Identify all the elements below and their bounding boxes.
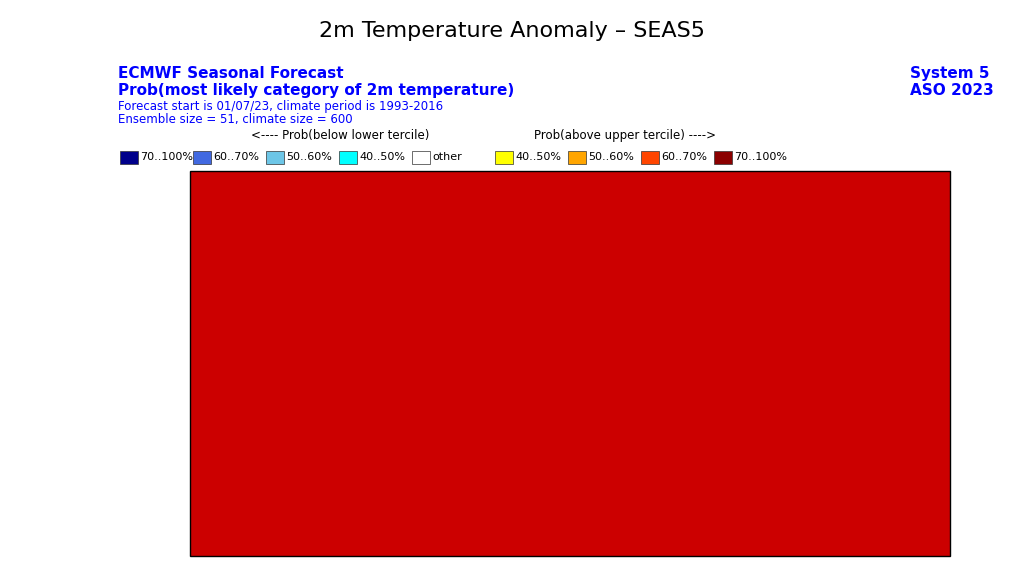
Text: 60..70%: 60..70% bbox=[213, 153, 259, 162]
Text: Prob(most likely category of 2m temperature): Prob(most likely category of 2m temperat… bbox=[118, 83, 514, 98]
Text: 40..50%: 40..50% bbox=[359, 153, 406, 162]
Bar bbox=[120, 151, 138, 164]
Text: ECMWF Seasonal Forecast: ECMWF Seasonal Forecast bbox=[118, 66, 344, 81]
Bar bbox=[190, 171, 950, 556]
Text: Forecast start is 01/07/23, climate period is 1993-2016: Forecast start is 01/07/23, climate peri… bbox=[118, 100, 443, 113]
Text: 70..100%: 70..100% bbox=[734, 153, 787, 162]
Text: 70..100%: 70..100% bbox=[140, 153, 193, 162]
Text: other: other bbox=[432, 153, 462, 162]
Text: Prob(above upper tercile) ---->: Prob(above upper tercile) ----> bbox=[534, 129, 716, 142]
Bar bbox=[714, 151, 732, 164]
Text: Ensemble size = 51, climate size = 600: Ensemble size = 51, climate size = 600 bbox=[118, 113, 352, 126]
Bar bbox=[339, 151, 357, 164]
Text: ASO 2023: ASO 2023 bbox=[910, 83, 993, 98]
Text: <---- Prob(below lower tercile): <---- Prob(below lower tercile) bbox=[251, 129, 429, 142]
Text: 60..70%: 60..70% bbox=[662, 153, 707, 162]
Text: 50..60%: 50..60% bbox=[588, 153, 634, 162]
Bar bbox=[641, 151, 659, 164]
Bar bbox=[412, 151, 430, 164]
Bar bbox=[568, 151, 586, 164]
Bar bbox=[193, 151, 211, 164]
Bar bbox=[266, 151, 284, 164]
Bar bbox=[495, 151, 513, 164]
Text: 50..60%: 50..60% bbox=[286, 153, 332, 162]
Text: System 5: System 5 bbox=[910, 66, 989, 81]
Text: 2m Temperature Anomaly – SEAS5: 2m Temperature Anomaly – SEAS5 bbox=[319, 21, 705, 41]
Text: 40..50%: 40..50% bbox=[515, 153, 561, 162]
